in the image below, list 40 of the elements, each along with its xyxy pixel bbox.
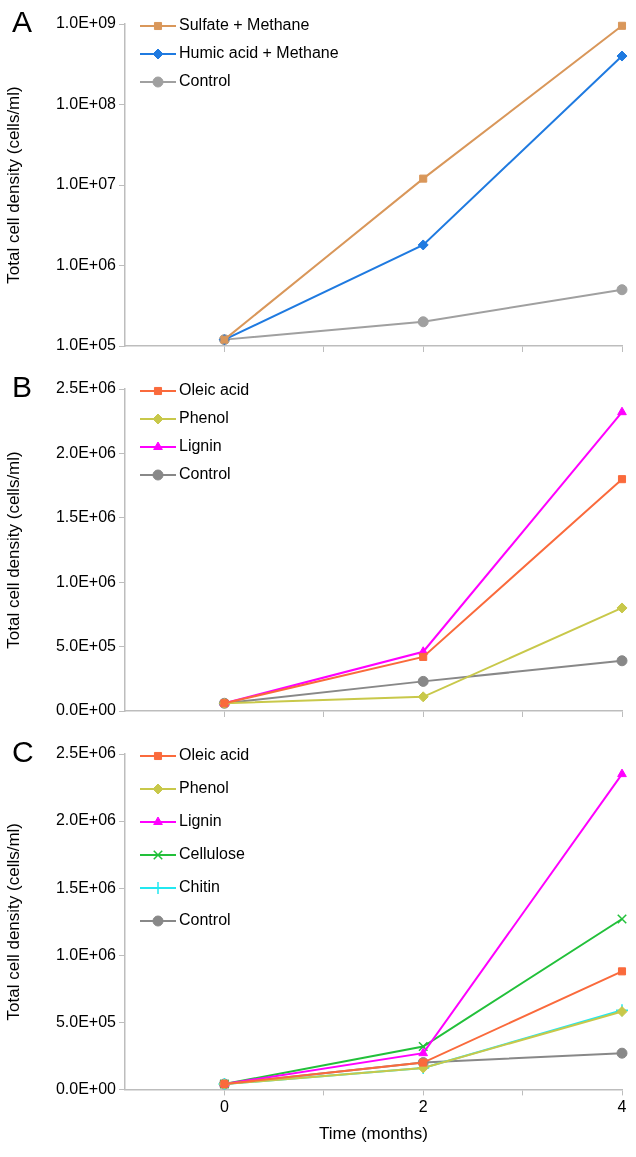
y-axis-title: Total cell density (cells/ml) xyxy=(3,822,23,1021)
y-tick-label: 1.0E+09 xyxy=(55,14,117,32)
y-tick-label: 0.0E+00 xyxy=(55,701,117,719)
y-tick-label: 0.0E+00 xyxy=(55,1079,117,1097)
y-tick-label: 1.0E+07 xyxy=(55,175,117,193)
legend-label: Lignin xyxy=(179,812,222,830)
legend-label: Sulfate + Methane xyxy=(179,16,310,34)
y-tick-label: 1.0E+05 xyxy=(55,336,117,354)
legend-label: Humic acid + Methane xyxy=(179,44,339,62)
legend-label: Control xyxy=(179,911,231,929)
y-tick-label: 1.5E+06 xyxy=(55,878,117,896)
chart-title: B xyxy=(12,370,33,404)
chart-title: C xyxy=(12,735,34,769)
y-tick-label: 5.0E+05 xyxy=(55,637,117,655)
y-tick-label: 1.5E+06 xyxy=(55,508,117,526)
y-tick-label: 1.0E+08 xyxy=(55,94,117,112)
legend-label: Lignin xyxy=(179,437,222,455)
x-tick-label: 2 xyxy=(418,1098,428,1116)
y-tick-label: 1.0E+06 xyxy=(55,945,117,963)
legend-label: Oleic acid xyxy=(179,746,250,764)
legend-label: Chitin xyxy=(179,878,220,896)
legend-label: Control xyxy=(179,72,231,90)
y-tick-label: 1.0E+06 xyxy=(55,255,117,273)
legend-label: Phenol xyxy=(179,409,229,427)
y-tick-label: 1.0E+06 xyxy=(55,572,117,590)
y-tick-label: 5.0E+05 xyxy=(55,1012,117,1030)
x-axis-title: Time (months) xyxy=(319,1124,428,1144)
y-axis-title: Total cell density (cells/ml) xyxy=(3,451,23,649)
y-axis-title: Total cell density (cells/ml) xyxy=(3,86,23,284)
x-tick-label: 4 xyxy=(617,1098,627,1116)
x-tick-label: 0 xyxy=(219,1098,229,1116)
legend-label: Oleic acid xyxy=(179,381,250,399)
y-tick-label: 2.0E+06 xyxy=(55,811,117,829)
y-tick-label: 2.5E+06 xyxy=(55,744,117,762)
y-tick-label: 2.5E+06 xyxy=(55,379,117,397)
legend-label: Control xyxy=(179,465,231,483)
y-tick-label: 2.0E+06 xyxy=(55,443,117,461)
chart-title: A xyxy=(12,5,33,39)
legend-label: Phenol xyxy=(179,779,229,797)
legend-label: Cellulose xyxy=(179,845,245,863)
